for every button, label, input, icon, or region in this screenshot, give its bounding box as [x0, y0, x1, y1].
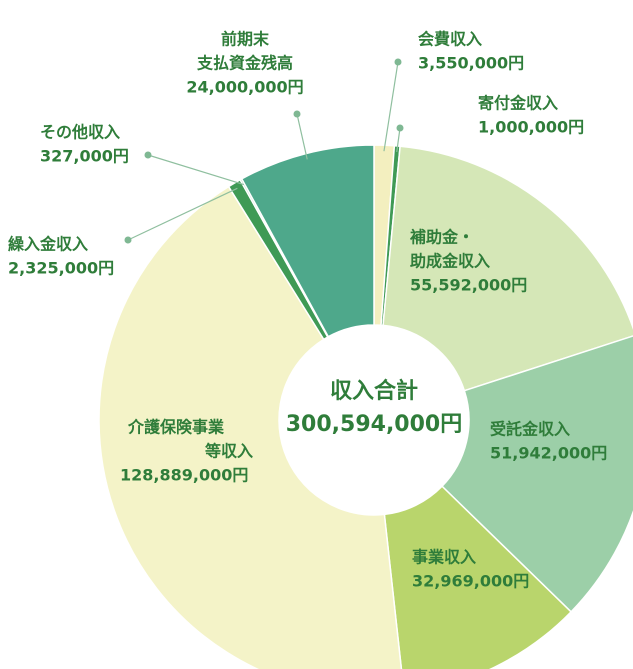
- value-label: 51,942,000円: [490, 444, 607, 463]
- slice: [441, 335, 633, 613]
- value-label: 24,000,000円: [186, 78, 303, 97]
- value-label: 327,000円: [40, 147, 129, 166]
- slice: [383, 485, 573, 669]
- slice-label: 前期末: [221, 30, 270, 49]
- slice-label: その他収入: [40, 123, 120, 142]
- slice: [240, 144, 375, 338]
- slice-label: 介護保険事業: [127, 418, 225, 437]
- leader-line: [127, 187, 238, 241]
- center-total: 300,594,000円: [286, 412, 462, 437]
- slice-label: 支払資金残高: [196, 54, 293, 73]
- slice-label: 補助金・: [409, 228, 474, 247]
- leader-dot: [144, 151, 152, 159]
- leader-dot: [394, 58, 402, 66]
- slices: [98, 144, 633, 669]
- leader-dot: [293, 110, 301, 118]
- slice-label: 事業収入: [412, 548, 476, 567]
- slice-label: 会費収入: [418, 30, 482, 49]
- leader-line: [396, 127, 401, 153]
- slice-label: 受託金収入: [490, 420, 570, 439]
- slice-label: 助成金収入: [410, 252, 490, 271]
- slice: [98, 185, 403, 669]
- leader-line: [147, 154, 245, 186]
- value-label: 55,592,000円: [410, 276, 527, 295]
- slice-label: 等収入: [204, 442, 253, 461]
- leader-dot: [396, 124, 404, 132]
- value-label: 128,889,000円: [120, 466, 248, 485]
- slice-label: 繰入金収入: [8, 235, 88, 254]
- value-label: 3,550,000円: [418, 54, 524, 73]
- value-label: 32,969,000円: [412, 572, 529, 591]
- slice: [382, 145, 633, 392]
- leader-line: [296, 113, 308, 160]
- value-label: 2,325,000円: [8, 259, 114, 278]
- leader-dot: [124, 236, 132, 244]
- leader-line: [383, 61, 399, 152]
- slice-label: 寄付金収入: [478, 94, 558, 113]
- center-title: 収入合計: [330, 378, 418, 404]
- value-label: 1,000,000円: [478, 118, 584, 137]
